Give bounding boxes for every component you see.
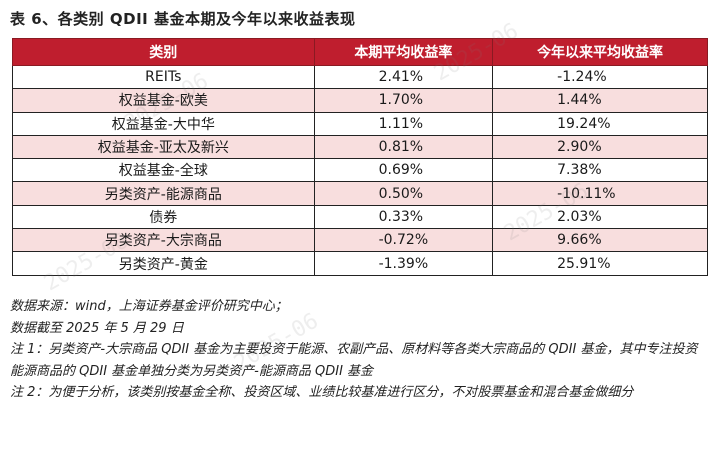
cell-category: 权益基金-欧美 (12, 88, 315, 113)
header-ytd-return: 今年以来平均收益率 (492, 38, 708, 66)
table-row: 权益基金-大中华 1.11% 19.24% (12, 111, 708, 136)
cell-ytd-return: -1.24% (492, 64, 708, 90)
cell-ytd-return: 9.66% (492, 228, 708, 253)
footnote-1: 注 1：另类资产-大宗商品 QDII 基金为主要投资于能源、农副产品、原材料等各… (10, 342, 698, 379)
cell-ytd-return: 2.03% (492, 204, 708, 230)
data-cutoff-note: 数据截至 2025 年 5 月 29 日 (10, 320, 184, 336)
cell-period-return: 1.11% (313, 111, 494, 136)
cell-ytd-return: 1.44% (492, 88, 708, 113)
cell-category: 权益基金-大中华 (12, 111, 315, 136)
cell-period-return: 0.33% (313, 204, 494, 230)
header-period-return: 本期平均收益率 (313, 38, 494, 66)
cell-ytd-return: -10.11% (492, 181, 708, 206)
table-row: 权益基金-全球 0.69% 7.38% (12, 158, 708, 183)
table-row: 另类资产-大宗商品 -0.72% 9.66% (12, 228, 708, 253)
cell-period-return: 2.41% (313, 64, 494, 90)
table-row: 权益基金-亚太及新兴 0.81% 2.90% (12, 134, 708, 160)
header-category: 类别 (12, 38, 315, 66)
cell-category: 权益基金-全球 (12, 158, 315, 183)
cell-period-return: 0.69% (313, 158, 494, 183)
table-header-row: 类别 本期平均收益率 今年以来平均收益率 (12, 38, 708, 66)
cell-period-return: -0.72% (313, 228, 494, 253)
data-source-note: 数据来源：wind，上海证券基金评价研究中心； (10, 299, 288, 314)
cell-ytd-return: 19.24% (492, 111, 708, 136)
cell-period-return: -1.39% (313, 251, 494, 276)
table-title: 表 6、各类别 QDII 基金本期及今年以来收益表现 (10, 10, 356, 28)
table-notes: 数据来源：wind，上海证券基金评价研究中心； 数据截至 2025 年 5 月 … (10, 296, 710, 404)
cell-ytd-return: 25.91% (492, 251, 708, 276)
cell-period-return: 0.81% (313, 134, 494, 160)
cell-ytd-return: 7.38% (492, 158, 708, 183)
qdii-returns-table: 类别 本期平均收益率 今年以来平均收益率 REITs 2.41% -1.24% … (12, 38, 708, 276)
cell-period-return: 1.70% (313, 88, 494, 113)
cell-category: REITs (12, 64, 315, 90)
cell-category: 另类资产-黄金 (12, 251, 315, 276)
cell-category: 权益基金-亚太及新兴 (12, 134, 315, 160)
table-row: 权益基金-欧美 1.70% 1.44% (12, 88, 708, 113)
cell-category: 另类资产-大宗商品 (12, 228, 315, 253)
table-row: 另类资产-黄金 -1.39% 25.91% (12, 251, 708, 276)
cell-category: 另类资产-能源商品 (12, 181, 315, 206)
table-row: REITs 2.41% -1.24% (12, 64, 708, 90)
footnote-2: 注 2：为便于分析，该类别按基金全称、投资区域、业绩比较基准进行区分，不对股票基… (10, 385, 634, 400)
table-row: 另类资产-能源商品 0.50% -10.11% (12, 181, 708, 206)
cell-category: 债券 (12, 204, 315, 230)
cell-period-return: 0.50% (313, 181, 494, 206)
table-row: 债券 0.33% 2.03% (12, 204, 708, 230)
cell-ytd-return: 2.90% (492, 134, 708, 160)
